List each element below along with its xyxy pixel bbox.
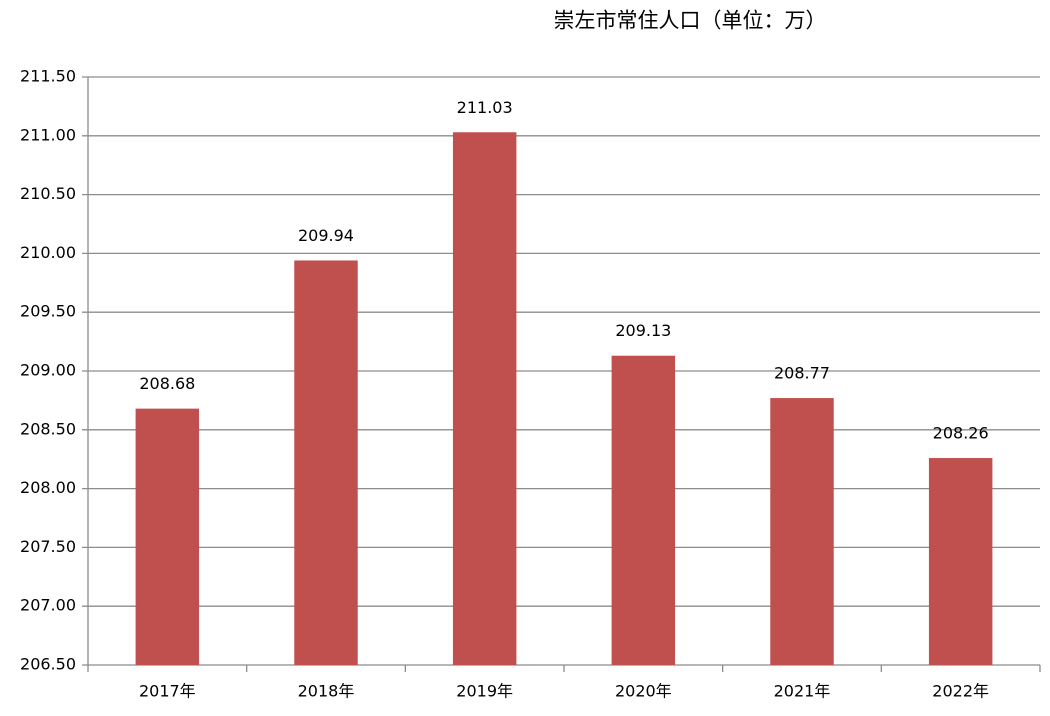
y-tick-label: 211.50 [20,67,76,86]
x-tick-label: 2021年 [774,682,831,701]
bar [611,355,676,665]
data-label: 209.94 [298,226,354,245]
y-tick-label: 208.00 [20,478,76,497]
bar [135,408,200,665]
data-label: 209.13 [615,321,671,340]
bar [294,260,358,665]
x-tick-label: 2019年 [456,682,513,701]
y-tick-label: 206.50 [20,655,76,674]
bar [452,132,517,666]
y-tick-label: 208.50 [20,419,76,438]
x-tick-label: 2017年 [139,682,196,701]
chart-title: 崇左市常住人口（单位：万） [554,9,827,33]
y-tick-label: 210.00 [20,243,76,262]
y-tick-label: 207.00 [20,596,76,615]
y-tick-label: 209.00 [20,361,76,380]
bar [770,398,834,665]
y-tick-label: 207.50 [20,537,76,556]
data-label: 208.26 [933,424,989,443]
y-tick-label: 210.50 [20,184,76,203]
data-label: 211.03 [457,98,513,117]
x-tick-label: 2018年 [298,682,355,701]
data-label: 208.77 [774,364,830,383]
x-tick-label: 2020年 [615,682,672,701]
y-tick-label: 209.50 [20,302,76,321]
bar [928,458,993,665]
data-label: 208.68 [139,374,195,393]
x-tick-label: 2022年 [932,682,989,701]
y-tick-label: 211.00 [20,125,76,144]
